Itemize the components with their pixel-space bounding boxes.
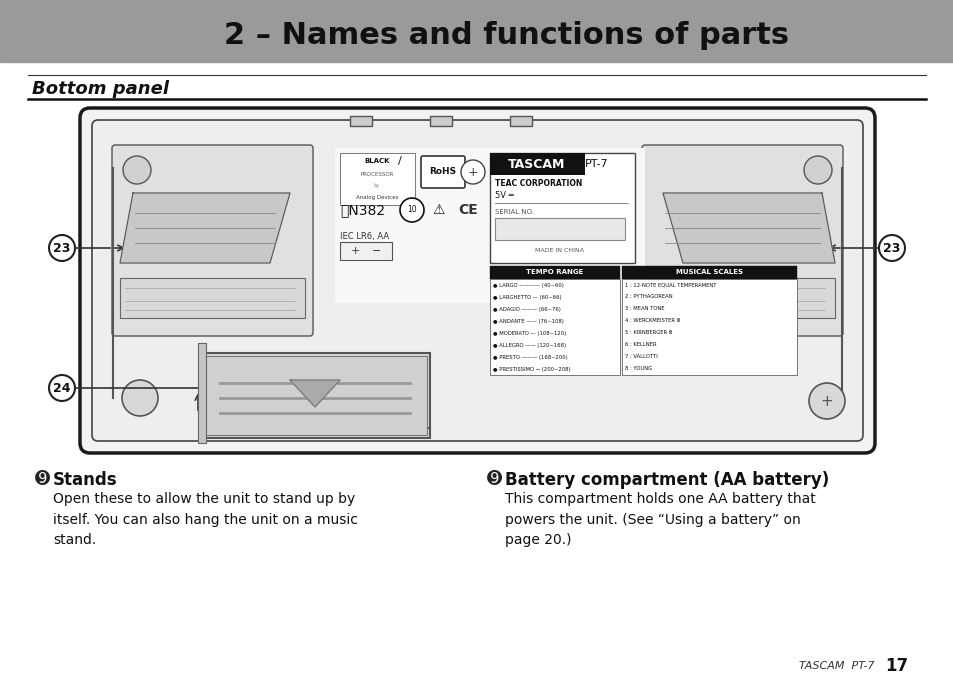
Bar xyxy=(350,116,372,126)
Bar xyxy=(335,148,644,303)
Text: 3 : MEAN TONE: 3 : MEAN TONE xyxy=(624,307,664,311)
Text: Bottom panel: Bottom panel xyxy=(32,80,169,98)
Text: Analog Devices: Analog Devices xyxy=(355,195,397,200)
Text: Stands: Stands xyxy=(53,471,117,489)
Polygon shape xyxy=(662,193,834,263)
Bar xyxy=(200,353,430,438)
Bar xyxy=(490,153,584,175)
Text: 5 : KIRNBERGER Ⅲ: 5 : KIRNBERGER Ⅲ xyxy=(624,331,672,335)
Circle shape xyxy=(399,198,423,222)
Polygon shape xyxy=(290,380,339,407)
Bar xyxy=(120,278,305,318)
Text: Battery compartment (AA battery): Battery compartment (AA battery) xyxy=(504,471,828,489)
Text: ● MODERATO — (108~120): ● MODERATO — (108~120) xyxy=(493,331,566,335)
FancyBboxPatch shape xyxy=(91,120,862,441)
Text: Open these to allow the unit to stand up by
itself. You can also hang the unit o: Open these to allow the unit to stand up… xyxy=(53,492,357,547)
Bar xyxy=(490,279,619,375)
Text: ⒻN382: ⒻN382 xyxy=(339,203,385,217)
Text: ● LARGO ———— (40~60): ● LARGO ———— (40~60) xyxy=(493,283,563,287)
Bar xyxy=(621,279,796,375)
Text: PT-7: PT-7 xyxy=(584,159,608,169)
Bar xyxy=(203,356,427,435)
Bar xyxy=(0,0,953,62)
Circle shape xyxy=(49,235,75,261)
Text: TEMPO RANGE: TEMPO RANGE xyxy=(526,270,583,276)
Bar xyxy=(644,278,834,318)
Text: IEC LR6, AA: IEC LR6, AA xyxy=(339,231,389,241)
Text: ➒: ➒ xyxy=(35,470,51,488)
Circle shape xyxy=(460,160,484,184)
Text: 23: 23 xyxy=(53,241,71,255)
FancyBboxPatch shape xyxy=(80,108,874,453)
Text: ● ADAGIO ——— (66~76): ● ADAGIO ——— (66~76) xyxy=(493,307,560,311)
FancyBboxPatch shape xyxy=(420,156,464,188)
Text: /: / xyxy=(397,156,401,166)
Text: 10: 10 xyxy=(407,206,416,215)
Text: ➒: ➒ xyxy=(486,470,501,488)
Text: ⚠: ⚠ xyxy=(432,203,444,217)
Text: 5V ═: 5V ═ xyxy=(495,191,513,200)
Text: ● ANDANTE —— (76~108): ● ANDANTE —— (76~108) xyxy=(493,318,563,324)
Circle shape xyxy=(49,375,75,401)
Text: 4 : WERCKMEISTER Ⅲ: 4 : WERCKMEISTER Ⅲ xyxy=(624,318,679,324)
Text: SERIAL NO.: SERIAL NO. xyxy=(495,209,534,215)
Circle shape xyxy=(122,380,158,416)
Bar xyxy=(495,218,624,240)
Text: This compartment holds one AA battery that
powers the unit. (See “Using a batter: This compartment holds one AA battery th… xyxy=(504,492,815,547)
Bar xyxy=(198,343,206,443)
Text: BLACK: BLACK xyxy=(364,158,390,164)
Circle shape xyxy=(123,156,151,184)
Polygon shape xyxy=(120,193,290,263)
Text: RoHS: RoHS xyxy=(429,167,456,176)
Text: ● PRESTO ——— (168~200): ● PRESTO ——— (168~200) xyxy=(493,355,567,359)
Text: −: − xyxy=(372,246,381,256)
Text: 7 : VALLOTTI: 7 : VALLOTTI xyxy=(624,355,657,359)
Text: ● LARGHETTO — (60~66): ● LARGHETTO — (60~66) xyxy=(493,294,561,300)
Text: 8 : YOUNG: 8 : YOUNG xyxy=(624,366,652,372)
Circle shape xyxy=(808,383,844,419)
Text: +: + xyxy=(467,165,477,178)
Text: 23: 23 xyxy=(882,241,900,255)
Text: MADE IN CHINA: MADE IN CHINA xyxy=(535,248,584,254)
Text: by: by xyxy=(374,182,379,187)
Text: 24: 24 xyxy=(53,381,71,394)
Circle shape xyxy=(878,235,904,261)
Bar xyxy=(430,116,452,126)
Text: +: + xyxy=(350,246,359,256)
Text: PROCESSOR: PROCESSOR xyxy=(360,172,394,178)
Text: +: + xyxy=(820,394,833,408)
Text: 1 : 12-NOTE EQUAL TEMPERAMENT: 1 : 12-NOTE EQUAL TEMPERAMENT xyxy=(624,283,716,287)
Text: 6 : KELLNER: 6 : KELLNER xyxy=(624,342,656,348)
Bar xyxy=(510,116,532,126)
Text: TASCAM: TASCAM xyxy=(508,158,565,171)
Text: 2 – Names and functions of parts: 2 – Names and functions of parts xyxy=(224,21,789,49)
Bar xyxy=(490,153,635,263)
Text: TASCAM  PT-7: TASCAM PT-7 xyxy=(799,661,874,671)
Bar xyxy=(621,266,796,279)
Circle shape xyxy=(803,156,831,184)
Text: ● ALLEGRO —— (120~168): ● ALLEGRO —— (120~168) xyxy=(493,342,565,348)
Text: 2 : PYTHAGOREAN: 2 : PYTHAGOREAN xyxy=(624,294,672,300)
Text: 17: 17 xyxy=(884,657,907,675)
FancyBboxPatch shape xyxy=(641,145,842,336)
Bar xyxy=(490,266,619,279)
Text: ● PRESTISSIMO − (200~208): ● PRESTISSIMO − (200~208) xyxy=(493,366,570,372)
Bar xyxy=(339,153,415,205)
FancyBboxPatch shape xyxy=(112,145,313,336)
Text: CE: CE xyxy=(457,203,477,217)
Text: TEAC CORPORATION: TEAC CORPORATION xyxy=(495,178,581,187)
Text: MUSICAL SCALES: MUSICAL SCALES xyxy=(676,270,742,276)
Bar xyxy=(339,242,392,260)
